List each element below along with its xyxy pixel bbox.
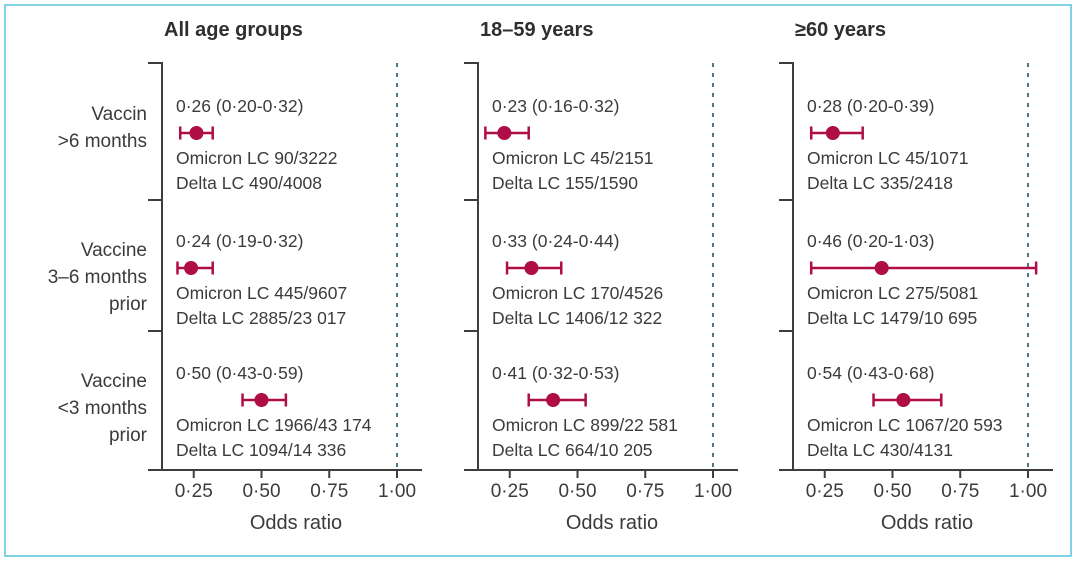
- row-label-line: <3 months: [57, 398, 147, 419]
- x-tick-label: 1·00: [1008, 481, 1048, 502]
- row-label-line: 3–6 months: [47, 267, 147, 288]
- or-ci-label: 0·26 (0·20-0·32): [176, 96, 304, 116]
- x-tick-label: 0·75: [626, 481, 665, 502]
- row-label-line: >6 months: [57, 131, 147, 152]
- row-label-line: Vaccine: [80, 371, 147, 392]
- panel-title: All age groups: [164, 19, 303, 41]
- omicron-count-label: Omicron LC 1067/20 593: [807, 415, 1003, 435]
- x-tick-label: 1·00: [693, 481, 733, 502]
- or-ci-label: 0·46 (0·20-1·03): [807, 231, 935, 251]
- or-ci-label: 0·33 (0·24-0·44): [492, 231, 620, 251]
- x-tick-label: 1·00: [377, 481, 417, 502]
- point-estimate: [524, 261, 539, 275]
- point-estimate: [189, 126, 204, 140]
- point-estimate: [874, 261, 889, 275]
- figure-border: [4, 4, 1072, 557]
- x-tick-label: 0·50: [558, 481, 597, 502]
- x-tick-label: 0·50: [242, 481, 281, 502]
- row-group-label: Vaccine <3 months prior: [15, 368, 147, 449]
- omicron-count-label: Omicron LC 170/4526: [492, 283, 664, 303]
- or-ci-label: 0·23 (0·16-0·32): [492, 96, 620, 116]
- panel-title: ≥60 years: [795, 19, 887, 41]
- or-ci-label: 0·50 (0·43-0·59): [176, 363, 304, 383]
- row-label-line: prior: [108, 425, 147, 446]
- delta-count-label: Delta LC 1094/14 336: [176, 440, 347, 460]
- delta-count-label: Delta LC 2885/23 017: [176, 308, 347, 328]
- delta-count-label: Delta LC 335/2418: [807, 173, 953, 193]
- omicron-count-label: Omicron LC 899/22 581: [492, 415, 678, 435]
- delta-count-label: Delta LC 1406/12 322: [492, 308, 663, 328]
- omicron-count-label: Omicron LC 45/1071: [807, 148, 969, 168]
- row-label-line: prior: [108, 294, 147, 315]
- x-tick-label: 0·25: [805, 481, 844, 502]
- row-group-label: Vaccine 3–6 months prior: [15, 237, 147, 318]
- or-ci-label: 0·24 (0·19-0·32): [176, 231, 304, 251]
- point-estimate: [825, 126, 840, 140]
- delta-count-label: Delta LC 155/1590: [492, 173, 638, 193]
- panel-title: 18–59 years: [480, 19, 594, 41]
- delta-count-label: Delta LC 664/10 205: [492, 440, 653, 460]
- omicron-count-label: Omicron LC 1966/43 174: [176, 415, 372, 435]
- x-tick-label: 0·75: [941, 481, 980, 502]
- x-axis-title: Odds ratio: [880, 512, 974, 534]
- omicron-count-label: Omicron LC 275/5081: [807, 283, 979, 303]
- or-ci-label: 0·41 (0·32-0·53): [492, 363, 620, 383]
- or-ci-label: 0·28 (0·20-0·39): [807, 96, 935, 116]
- point-estimate: [497, 126, 512, 140]
- point-estimate: [254, 393, 269, 407]
- omicron-count-label: Omicron LC 90/3222: [176, 148, 338, 168]
- x-tick-label: 0·75: [310, 481, 349, 502]
- delta-count-label: Delta LC 1479/10 695: [807, 308, 978, 328]
- point-estimate: [546, 393, 561, 407]
- omicron-count-label: Omicron LC 445/9607: [176, 283, 348, 303]
- delta-count-label: Delta LC 490/4008: [176, 173, 322, 193]
- row-label-line: Vaccin: [91, 104, 147, 125]
- delta-count-label: Delta LC 430/4131: [807, 440, 953, 460]
- x-tick-label: 0·25: [174, 481, 213, 502]
- row-group-label: Vaccin >6 months: [15, 101, 147, 155]
- row-label-line: Vaccine: [80, 240, 147, 261]
- or-ci-label: 0·54 (0·43-0·68): [807, 363, 935, 383]
- point-estimate: [184, 261, 199, 275]
- x-tick-label: 0·50: [873, 481, 912, 502]
- point-estimate: [896, 393, 911, 407]
- x-axis-title: Odds ratio: [249, 512, 343, 534]
- omicron-count-label: Omicron LC 45/2151: [492, 148, 654, 168]
- x-axis-title: Odds ratio: [565, 512, 659, 534]
- x-tick-label: 0·25: [490, 481, 529, 502]
